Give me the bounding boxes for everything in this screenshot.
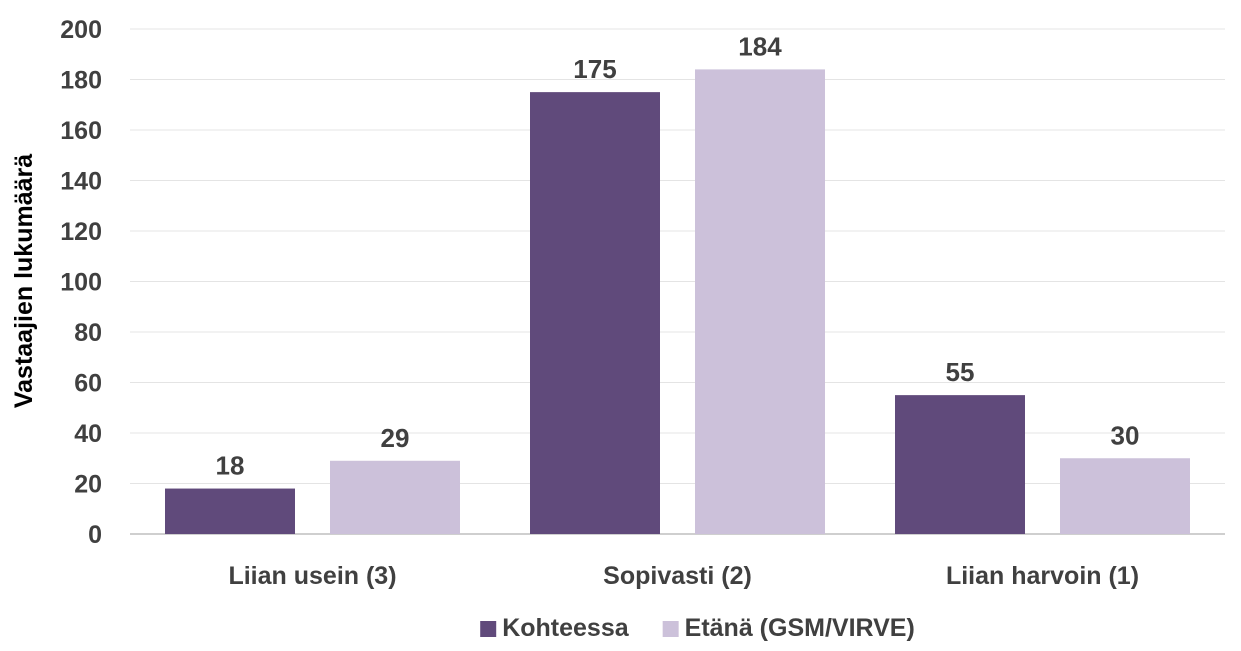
y-tick-label: 200 — [60, 16, 102, 44]
legend-swatch — [480, 621, 497, 637]
y-axis-title: Vastaajien lukumäärä — [10, 154, 38, 408]
y-tick-label: 100 — [60, 269, 102, 297]
y-tick-label: 120 — [60, 218, 102, 246]
data-label: 18 — [216, 451, 245, 481]
y-tick-label: 20 — [74, 471, 102, 499]
data-label: 55 — [946, 357, 975, 387]
data-label: 29 — [381, 423, 410, 453]
legend: Kohteessa Etänä (GSM/VIRVE) — [480, 614, 915, 642]
y-axis-ticks: 0 20 40 60 80 100 120 140 160 180 200 — [60, 16, 102, 549]
legend-swatch — [662, 621, 679, 637]
y-tick-label: 60 — [74, 370, 102, 398]
bar — [165, 488, 295, 534]
bar — [330, 460, 460, 534]
x-category-label: Liian usein (3) — [228, 562, 396, 590]
bar — [695, 69, 825, 535]
data-label: 175 — [573, 54, 616, 84]
y-tick-label: 0 — [88, 521, 102, 549]
x-category-label: Sopivasti (2) — [603, 562, 752, 590]
x-category-label: Liian harvoin (1) — [946, 562, 1139, 590]
bar — [895, 395, 1025, 534]
bar — [1060, 458, 1190, 534]
bars — [165, 69, 1190, 535]
data-label: 184 — [738, 31, 782, 61]
legend-item: Kohteessa — [480, 614, 630, 642]
y-tick-label: 180 — [60, 67, 102, 95]
y-tick-label: 80 — [74, 319, 102, 347]
data-labels: 18 29 175 184 55 30 — [216, 31, 1140, 480]
x-axis-categories: Liian usein (3) Sopivasti (2) Liian harvoi… — [228, 562, 1139, 590]
y-tick-label: 40 — [74, 420, 102, 448]
legend-item: Etänä (GSM/VIRVE) — [662, 614, 915, 642]
y-tick-label: 160 — [60, 117, 102, 145]
y-tick-label: 140 — [60, 168, 102, 196]
legend-label: Etänä (GSM/VIRVE) — [685, 614, 915, 642]
data-label: 30 — [1111, 420, 1140, 450]
legend-label: Kohteessa — [502, 614, 630, 642]
bar — [530, 92, 660, 534]
gridlines — [130, 28, 1225, 535]
